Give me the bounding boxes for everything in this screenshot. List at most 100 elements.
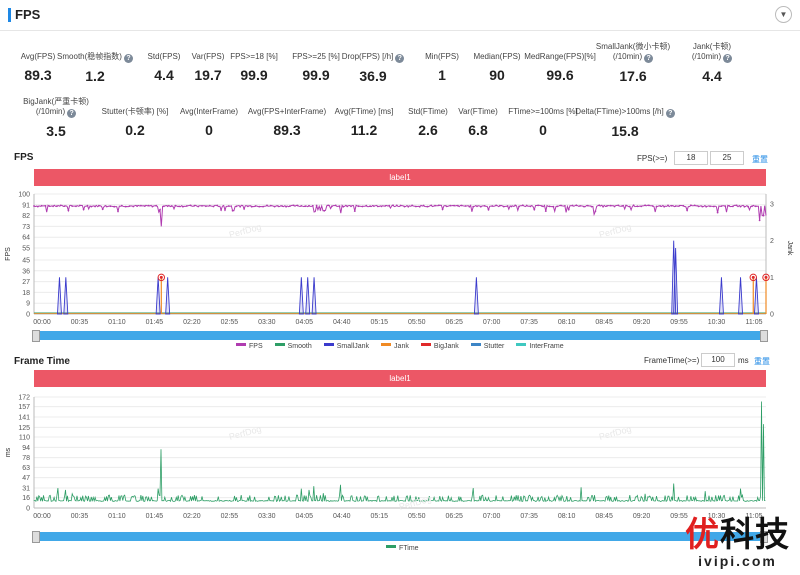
help-icon[interactable]: ?	[123, 54, 133, 63]
legend-item-fps[interactable]: FPS	[236, 343, 263, 350]
metric-label: Std(FPS)	[114, 52, 214, 62]
frametime-slider-right-handle[interactable]	[760, 531, 768, 543]
help-icon[interactable]: ?	[395, 54, 405, 63]
fps-point	[667, 204, 669, 207]
x-tick-label: 02:55	[221, 319, 239, 326]
fps-point	[117, 210, 119, 213]
legend-item-interframe[interactable]: InterFrame	[516, 343, 564, 350]
fps-label-bar: label1	[34, 169, 766, 186]
smalljank-spike	[473, 277, 479, 315]
metric-label-line2: (/10min)?	[583, 52, 683, 63]
metric-label-line2: (/10min)?	[6, 107, 106, 118]
metric-r1-5: FPS>=25 [%] 99.9	[266, 52, 366, 83]
fps-point	[606, 205, 608, 207]
fps-point	[338, 205, 341, 208]
fps-point	[82, 208, 85, 211]
fps-point	[659, 205, 662, 207]
metric-label-text: Jank(卡顿)	[692, 42, 732, 51]
help-icon[interactable]: ?	[723, 54, 733, 63]
metric-value: 3.5	[46, 123, 66, 139]
fps-point	[712, 205, 715, 208]
frametime-slider-left-handle[interactable]	[32, 531, 40, 543]
fps-point	[98, 204, 100, 207]
fps-section-title: FPS	[14, 152, 34, 163]
y-tick-label: 45	[22, 258, 30, 265]
help-icon[interactable]: ?	[67, 109, 77, 118]
fps-point	[151, 205, 154, 208]
fps-point	[289, 205, 291, 207]
help-icon[interactable]: ?	[665, 109, 675, 118]
fps-point	[617, 204, 620, 207]
metric-label-text: FPS>=18 [%]	[230, 52, 278, 61]
legend-item-stutter[interactable]: Stutter	[470, 343, 504, 350]
metric-value: 4.4	[702, 68, 722, 84]
fps-point	[682, 204, 685, 207]
smalljank-spike	[673, 247, 679, 315]
fps-point	[640, 205, 643, 208]
frametime-time-slider[interactable]	[32, 531, 768, 543]
metric-label-text: Median(FPS)	[473, 52, 521, 61]
perfdog-watermark: PerfDog	[228, 424, 262, 442]
frametime-filter-input[interactable]: 100	[701, 353, 735, 367]
x-tick-label: 09:20	[633, 319, 651, 326]
fps-point	[86, 204, 89, 207]
metric-r1-8: Median(FPS) 90	[447, 52, 547, 83]
x-tick-label: 00:00	[33, 319, 51, 326]
fps-point	[296, 204, 299, 207]
fps-point	[575, 204, 578, 207]
legend-item-ftime[interactable]: FTime	[386, 545, 419, 552]
collapse-chevron-icon[interactable]: ▼	[775, 6, 792, 23]
fps-point	[422, 204, 425, 207]
legend-item-jank[interactable]: Jank	[381, 343, 409, 350]
bigjank-marker	[157, 273, 166, 282]
fps-point	[567, 208, 570, 211]
fps-filter-25-input[interactable]: 25	[710, 151, 744, 165]
metric-label: Delta(FTime)>100ms [/h]?	[575, 107, 675, 118]
fps-point	[644, 204, 646, 207]
fps-point	[33, 205, 35, 207]
metric-value: 1.2	[85, 68, 105, 84]
fps-point	[315, 204, 318, 207]
legend-item-smooth[interactable]: Smooth	[274, 343, 312, 350]
fps-point	[262, 205, 264, 208]
fps-point	[243, 208, 246, 210]
fps-point	[686, 209, 688, 212]
y-tick-label: 91	[22, 202, 30, 209]
metric-r2-5: Std(FTime) 2.6	[378, 107, 478, 138]
x-tick-label: 02:20	[183, 513, 201, 520]
fps-point	[609, 204, 612, 207]
fps-point	[533, 208, 536, 211]
metric-label-line2: (/10min)?	[662, 52, 762, 63]
x-tick-label: 05:50	[408, 319, 426, 326]
x-tick-label: 04:40	[333, 513, 351, 520]
fps-point	[602, 205, 604, 208]
fps-point	[323, 209, 326, 212]
legend-item-bigjank[interactable]: BigJank	[420, 343, 459, 350]
x-tick-label: 10:30	[708, 513, 726, 520]
fps-point	[701, 205, 704, 208]
frametime-reset-button[interactable]: 重置	[754, 357, 770, 366]
fps-reset-button[interactable]: 重置	[752, 155, 768, 164]
fps-filter-18-input[interactable]: 18	[674, 151, 708, 165]
y-tick-label: 16	[22, 495, 30, 502]
metric-value: 4.4	[154, 67, 174, 83]
legend-label: Jank	[394, 343, 409, 350]
legend-item-smalljank[interactable]: SmallJank	[323, 343, 369, 350]
metric-label: Std(FTime)	[378, 107, 478, 117]
metric-label: Drop(FPS) [/h]?	[323, 52, 423, 63]
metric-label-text: Avg(FTime) [ms]	[334, 107, 394, 116]
metric-label: Avg(InterFrame)	[159, 107, 259, 117]
fps-point	[342, 205, 345, 208]
fps-point	[537, 204, 539, 207]
fps-time-slider[interactable]	[32, 330, 768, 342]
fps-point	[308, 204, 310, 207]
metric-r1-7: Min(FPS) 1	[392, 52, 492, 83]
fps-slider-right-handle[interactable]	[760, 330, 768, 342]
fps-slider-left-handle[interactable]	[32, 330, 40, 342]
metric-label-text: Std(FPS)	[147, 52, 181, 61]
help-icon[interactable]: ?	[644, 54, 654, 63]
fps-point	[510, 205, 513, 208]
fps-point	[120, 204, 123, 207]
fps-point	[235, 205, 238, 208]
y-tick-label: 64	[22, 235, 30, 242]
